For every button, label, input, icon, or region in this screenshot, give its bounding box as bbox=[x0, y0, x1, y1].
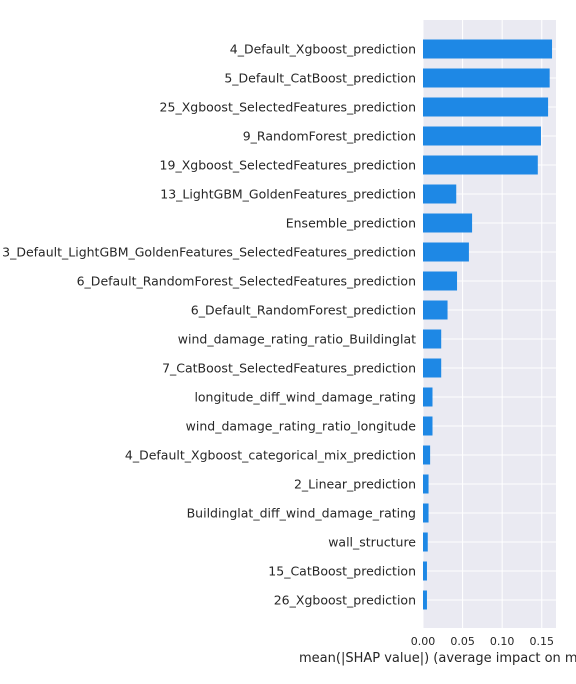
bar bbox=[423, 445, 431, 465]
y-tick-label: 25_Xgboost_SelectedFeatures_prediction bbox=[160, 100, 416, 115]
y-tick-label: 6_Default_RandomForest_SelectedFeatures_… bbox=[77, 274, 416, 289]
bar bbox=[423, 97, 549, 117]
y-tick-label: Ensemble_prediction bbox=[286, 216, 416, 231]
bar bbox=[423, 532, 428, 552]
plot-area bbox=[423, 20, 556, 628]
y-tick-label: wind_damage_rating_ratio_longitude bbox=[186, 419, 417, 434]
bar bbox=[423, 561, 427, 581]
y-tick-label: 19_Xgboost_SelectedFeatures_prediction bbox=[160, 158, 416, 173]
y-tick-label: 13_LightGBM_GoldenFeatures_prediction bbox=[160, 187, 416, 202]
y-tick-label: 15_CatBoost_prediction bbox=[268, 564, 416, 579]
bar bbox=[423, 184, 457, 204]
y-tick-label: 5_Default_CatBoost_prediction bbox=[224, 71, 416, 86]
y-tick-label: 7_CatBoost_SelectedFeatures_prediction bbox=[162, 361, 416, 376]
y-tick-label: 3_Default_LightGBM_GoldenFeatures_Select… bbox=[2, 245, 416, 260]
bar bbox=[423, 590, 427, 610]
y-tick-label: 9_RandomForest_prediction bbox=[243, 129, 416, 144]
y-tick-label: wind_damage_rating_ratio_Buildinglat bbox=[178, 332, 416, 347]
x-axis-label: mean(|SHAP value|) (average impact on mo… bbox=[299, 651, 576, 666]
bar bbox=[423, 271, 458, 291]
y-tick-label: longitude_diff_wind_damage_rating bbox=[194, 390, 416, 405]
bar bbox=[423, 387, 433, 407]
x-tick-label: 0.15 bbox=[530, 635, 555, 648]
y-tick-label: 6_Default_RandomForest_prediction bbox=[191, 303, 416, 318]
bar bbox=[423, 300, 448, 320]
x-tick-label: 0.05 bbox=[450, 635, 475, 648]
bar bbox=[423, 242, 469, 262]
x-tick-labels: 0.00 0.05 0.10 0.15 bbox=[411, 635, 554, 648]
bar bbox=[423, 329, 442, 349]
y-tick-label: Buildinglat_diff_wind_damage_rating bbox=[187, 506, 416, 521]
bar bbox=[423, 503, 429, 523]
bar bbox=[423, 213, 473, 233]
bars bbox=[423, 39, 553, 610]
y-tick-labels: 4_Default_Xgboost_prediction 5_Default_Ca… bbox=[2, 42, 416, 608]
y-tick-label: wall_structure bbox=[328, 535, 416, 550]
y-tick-label: 26_Xgboost_prediction bbox=[274, 593, 416, 608]
y-tick-label: 4_Default_Xgboost_categorical_mix_predic… bbox=[125, 448, 416, 463]
bar bbox=[423, 126, 541, 146]
bar bbox=[423, 358, 442, 378]
y-tick-label: 4_Default_Xgboost_prediction bbox=[230, 42, 416, 57]
bar bbox=[423, 39, 553, 59]
x-tick-label: 0.10 bbox=[490, 635, 515, 648]
bar bbox=[423, 68, 550, 88]
x-tick-label: 0.00 bbox=[411, 635, 436, 648]
y-tick-label: 2_Linear_prediction bbox=[294, 477, 416, 492]
bar bbox=[423, 474, 429, 494]
bar bbox=[423, 155, 538, 175]
bar bbox=[423, 416, 433, 436]
